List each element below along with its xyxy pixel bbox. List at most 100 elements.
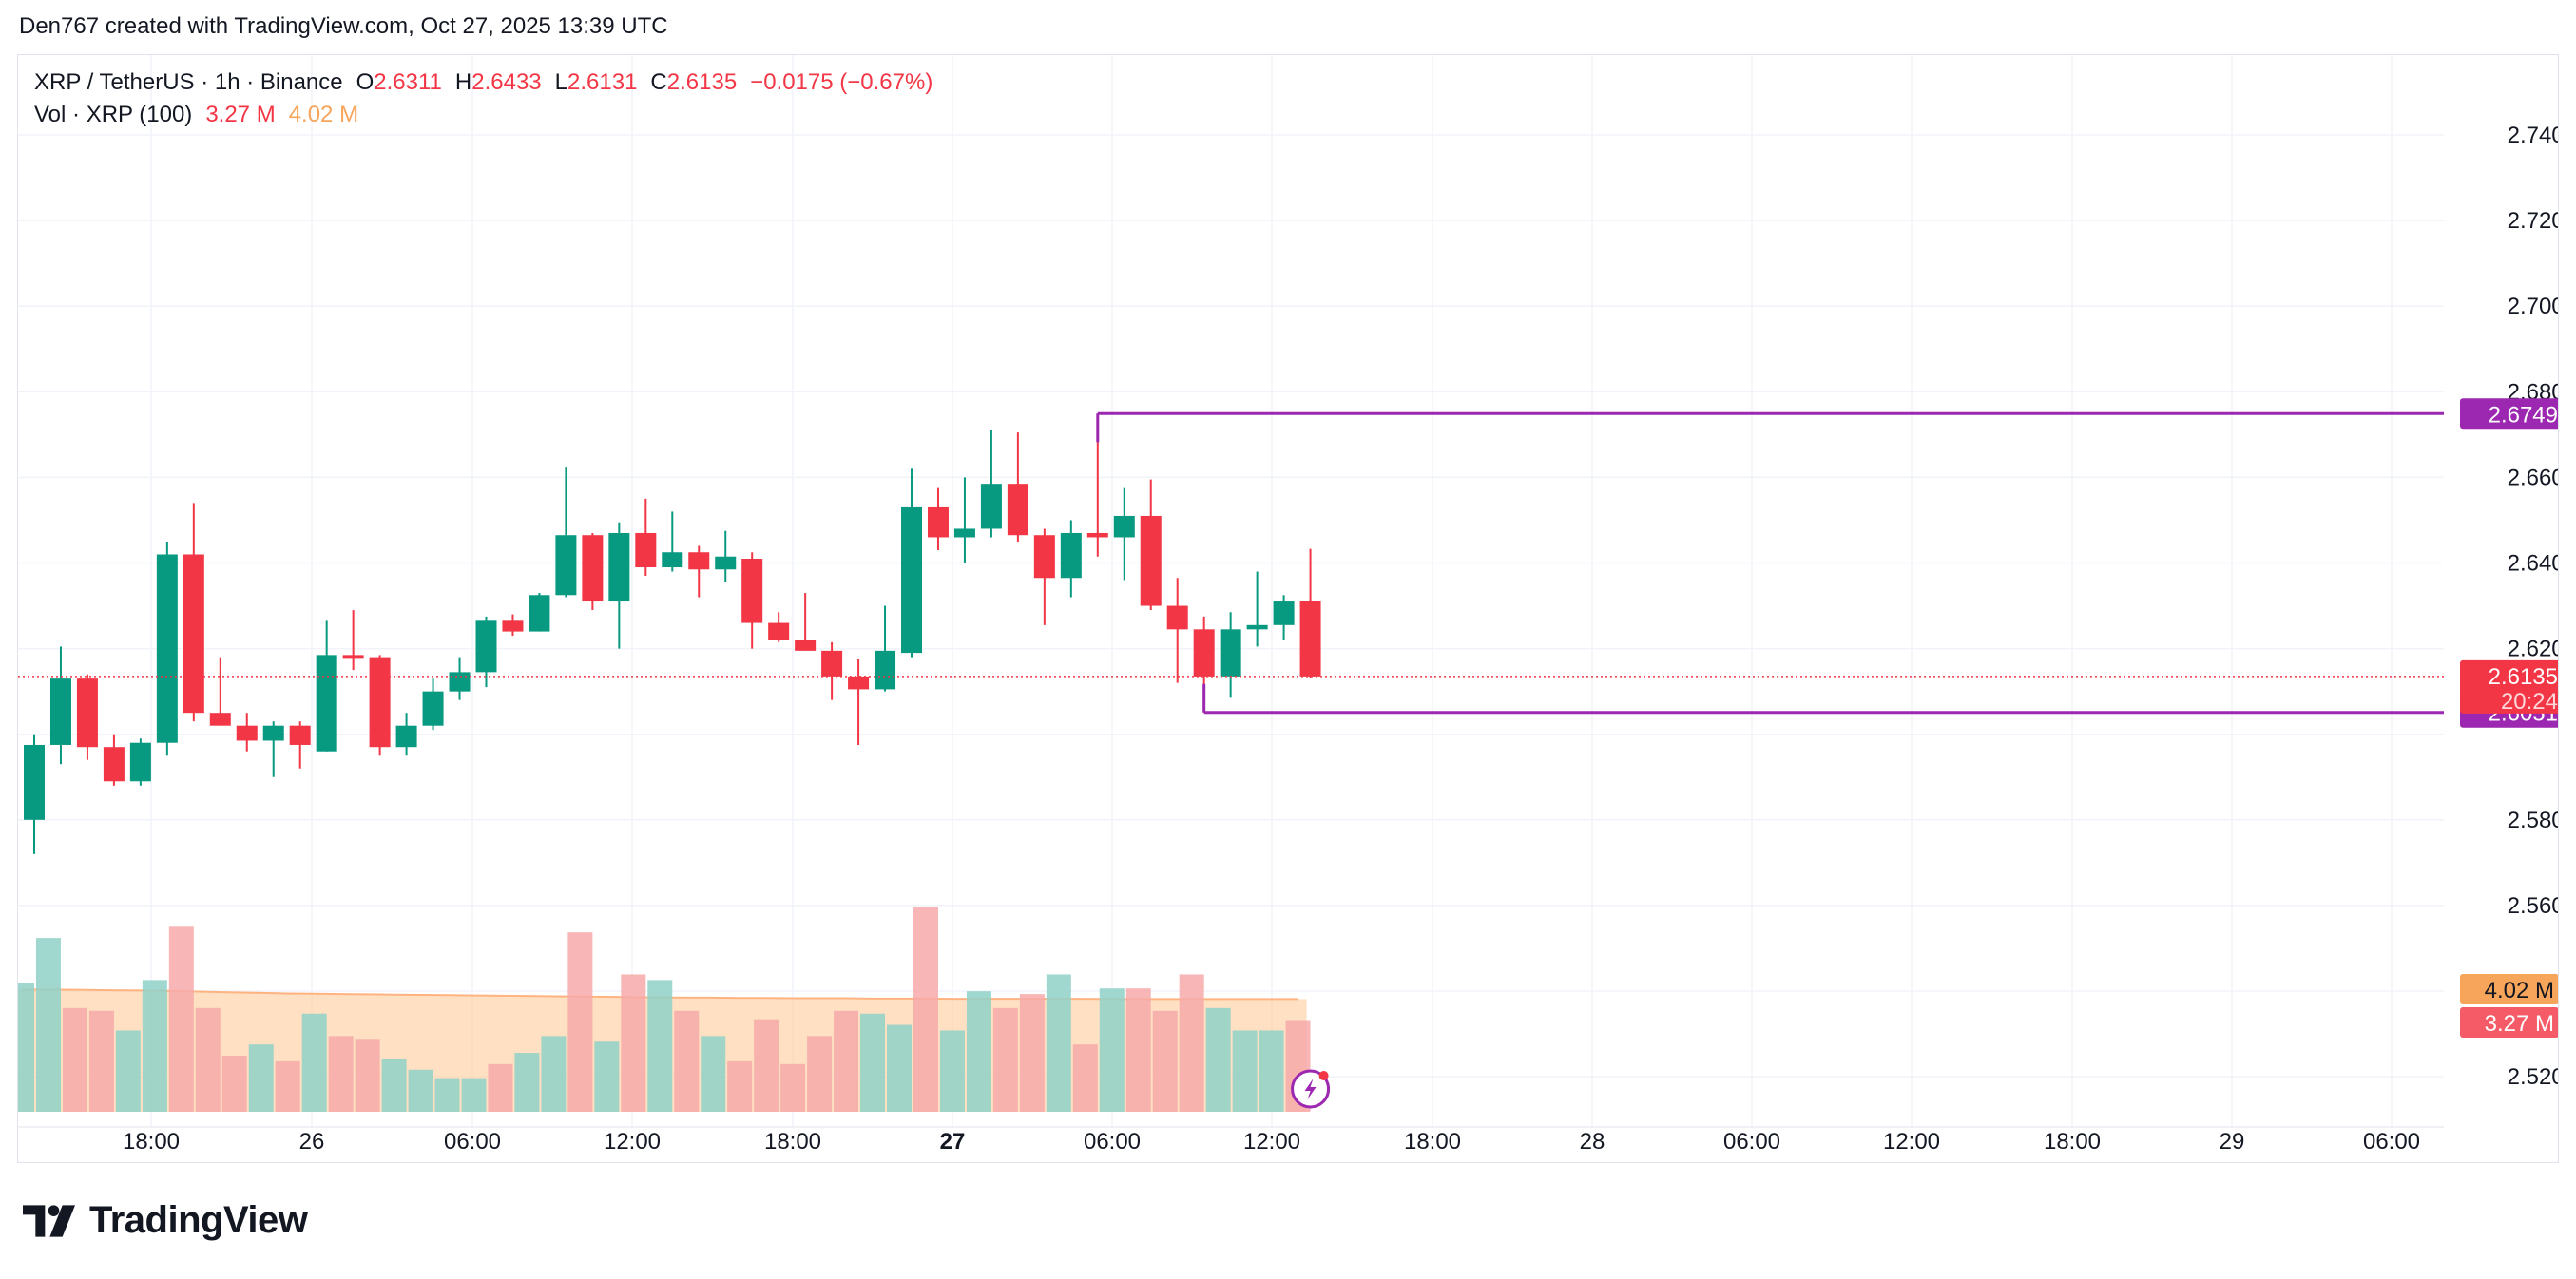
volume-bar <box>18 983 34 1112</box>
high-value: 2.6433 <box>471 69 542 95</box>
attribution-header: Den767 created with TradingView.com, Oct… <box>19 13 668 39</box>
close-value: 2.6135 <box>666 69 738 95</box>
candle <box>582 532 604 611</box>
candle-body <box>875 650 896 690</box>
volume-bar <box>1205 1007 1231 1112</box>
candle <box>449 657 471 700</box>
candle <box>209 657 231 726</box>
candle-body <box>1166 605 1188 630</box>
candle-body <box>741 558 763 623</box>
candle <box>875 605 896 692</box>
volume-bar <box>328 1036 354 1112</box>
volume-bar <box>1125 988 1151 1112</box>
candle <box>715 530 737 582</box>
candle <box>236 713 258 752</box>
candle <box>529 593 550 632</box>
volume-tag <box>2460 1007 2558 1038</box>
candle <box>395 713 417 756</box>
candle-body <box>1033 535 1055 579</box>
candle <box>821 641 843 700</box>
candle-body <box>1086 532 1108 538</box>
volume-tag-text: 4.02 M <box>2485 978 2554 1003</box>
volume-bar <box>355 1039 380 1112</box>
volume-bar <box>1046 974 1071 1112</box>
candle-body <box>821 650 843 677</box>
volume-bar <box>221 1056 247 1112</box>
flash-icon-dot <box>1318 1071 1329 1080</box>
candle <box>502 614 524 637</box>
tradingview-footer: TradingView <box>21 1199 308 1242</box>
time-tick-label: 06:00 <box>2363 1129 2420 1155</box>
candle-body <box>183 554 204 714</box>
price-tick-label: 2.5800 <box>2508 808 2558 833</box>
candle-body <box>76 678 98 748</box>
candle-body <box>236 725 258 741</box>
replay-flash-icon[interactable] <box>1291 1069 1331 1109</box>
symbol-title[interactable]: XRP / TetherUS · 1h · Binance <box>34 69 343 95</box>
candle <box>369 655 391 756</box>
volume-bar <box>195 1007 221 1112</box>
volume-indicator-title[interactable]: Vol · XRP (100) <box>34 102 193 127</box>
volume-bar <box>88 1010 114 1112</box>
volume-bar <box>834 1010 859 1112</box>
chart-pane[interactable]: 2.74002.72002.70002.68002.66002.64002.62… <box>17 54 2559 1163</box>
countdown-tag-text: 20:24 <box>2501 689 2558 715</box>
volume-bar <box>754 1019 779 1112</box>
time-tick-label: 29 <box>2220 1129 2245 1155</box>
candle <box>1007 432 1028 542</box>
time-tick-label: 18:00 <box>123 1129 180 1155</box>
volume-pane <box>18 907 1311 1112</box>
candle-body <box>342 655 364 659</box>
tradingview-brand: TradingView <box>89 1199 308 1241</box>
candle <box>768 612 790 642</box>
candle-body <box>688 552 710 570</box>
price-tick-label: 2.6400 <box>2508 551 2558 577</box>
volume-tag-text: 3.27 M <box>2485 1011 2554 1037</box>
price-tick-label: 2.5600 <box>2508 893 2558 919</box>
candle-body <box>502 620 524 632</box>
candle <box>555 467 577 598</box>
level-price-tag-text: 2.6749 <box>2489 402 2558 428</box>
candle-body <box>129 742 151 782</box>
candle-body <box>1246 624 1268 630</box>
volume-bar <box>434 1078 460 1112</box>
last-price-tag-text: 2.6135 <box>2489 664 2558 690</box>
candle-body <box>1273 601 1295 625</box>
candle <box>1113 487 1135 581</box>
candle <box>608 522 630 649</box>
candle-body <box>768 622 790 640</box>
volume-bar <box>142 980 167 1112</box>
time-tick-label: 12:00 <box>1883 1129 1940 1155</box>
price-tick-label: 2.6600 <box>2508 465 2558 490</box>
candle-body <box>1113 515 1135 538</box>
grid-lines <box>18 55 2444 1127</box>
candlestick-chart[interactable]: 2.74002.72002.70002.68002.66002.64002.62… <box>18 55 2558 1162</box>
time-tick-label: 18:00 <box>1404 1129 1461 1155</box>
candle <box>49 646 71 765</box>
volume-bar <box>168 926 194 1112</box>
candle <box>289 721 311 769</box>
high-key: H <box>454 69 472 95</box>
time-tick-label: 12:00 <box>604 1129 661 1155</box>
candle-body <box>289 725 311 745</box>
volume-bar <box>1019 994 1045 1112</box>
volume-bar <box>514 1053 540 1112</box>
candle <box>1299 548 1321 678</box>
candle-body <box>475 620 497 673</box>
candle-body <box>262 725 284 741</box>
candle <box>953 477 975 563</box>
volume-bar <box>807 1036 833 1112</box>
volume-bar <box>966 991 991 1112</box>
candle <box>848 659 870 745</box>
volume-bar <box>647 980 673 1112</box>
candle <box>1033 528 1055 625</box>
volume-bar <box>115 1030 141 1112</box>
candle <box>24 734 45 854</box>
candle <box>1060 520 1082 598</box>
candle-body <box>848 676 870 690</box>
candle <box>901 468 923 658</box>
ohlc-legend-row: XRP / TetherUS · 1h · Binance O2.6311 H2.6… <box>34 67 932 99</box>
volume-bar <box>860 1013 886 1112</box>
volume-bar <box>887 1024 913 1112</box>
price-change: −0.0175 (−0.67%) <box>750 69 933 95</box>
